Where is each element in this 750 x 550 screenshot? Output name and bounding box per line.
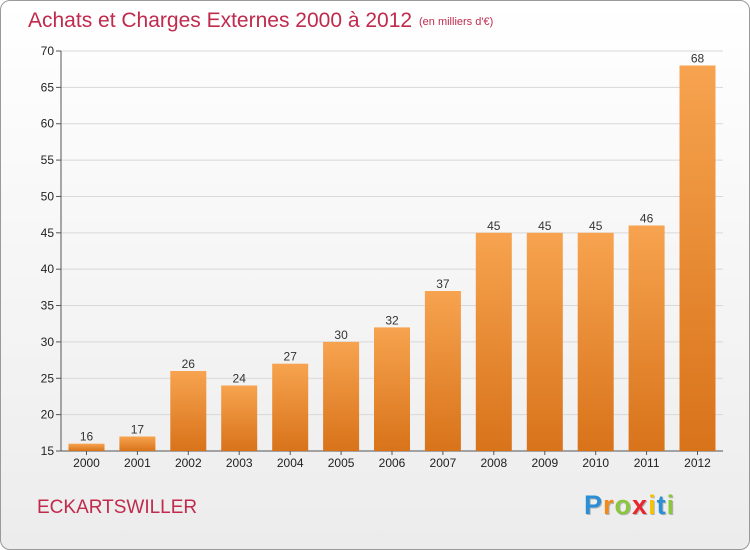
- x-tick-label-2000: 2000: [73, 456, 100, 470]
- logo-letter: x: [632, 490, 649, 520]
- y-tick-label: 15: [41, 444, 55, 458]
- x-tick-label-2003: 2003: [226, 456, 253, 470]
- y-tick-label: 30: [41, 335, 55, 349]
- y-tick-label: 50: [41, 189, 55, 203]
- x-tick-label-2010: 2010: [582, 456, 609, 470]
- bar-2001: [119, 436, 156, 451]
- logo-letter: P: [584, 490, 604, 520]
- logo-letter: i: [666, 490, 676, 520]
- y-tick-label: 35: [41, 299, 55, 313]
- bar-2002: [170, 371, 207, 451]
- y-tick-label: 60: [41, 117, 55, 131]
- data-label-2012: 68: [691, 52, 705, 66]
- y-tick-label: 65: [41, 80, 55, 94]
- bar-2006: [374, 327, 410, 451]
- x-tick-label-2005: 2005: [328, 456, 355, 470]
- x-tick-label-2009: 2009: [531, 456, 558, 470]
- logo-letter: t: [656, 490, 667, 520]
- y-tick-label: 25: [41, 371, 55, 385]
- x-tick-label-2012: 2012: [684, 456, 711, 470]
- data-label-2000: 16: [80, 430, 94, 444]
- commune-name: ECKARTSWILLER: [37, 497, 198, 518]
- bar-2012: [679, 65, 716, 451]
- chart-title: Achats et Charges Externes 2000 à 2012: [28, 9, 413, 32]
- y-tick-label: 55: [41, 153, 55, 167]
- data-label-2011: 46: [640, 212, 654, 226]
- y-tick-label: 45: [41, 226, 55, 240]
- data-label-2010: 45: [589, 219, 603, 233]
- bar-2007: [424, 291, 461, 451]
- logo-letter: o: [614, 490, 633, 520]
- y-tick-label: 20: [41, 408, 55, 422]
- bar-2010: [577, 232, 614, 451]
- x-tick-label-2002: 2002: [175, 456, 202, 470]
- data-label-2001: 17: [131, 423, 145, 437]
- data-label-2003: 24: [233, 372, 247, 386]
- bars: [68, 65, 716, 451]
- bar-2003: [221, 385, 258, 451]
- bar-2011: [628, 225, 665, 451]
- x-tick-label-2007: 2007: [430, 456, 457, 470]
- x-tick-label-2008: 2008: [480, 456, 507, 470]
- logo-letter: i: [648, 490, 657, 520]
- logo-letter: r: [603, 490, 615, 520]
- data-label-2006: 32: [385, 313, 399, 327]
- bar-2009: [526, 232, 563, 451]
- chart-subtitle: (en milliers d'€): [419, 16, 494, 28]
- bar-2004: [272, 363, 309, 451]
- data-label-2008: 45: [487, 219, 501, 233]
- bar-2000: [68, 443, 105, 451]
- y-tick-label: 70: [41, 44, 55, 58]
- x-tick-label-2006: 2006: [379, 456, 406, 470]
- data-label-2004: 27: [284, 350, 298, 364]
- bar-2008: [475, 232, 512, 451]
- x-tick-label-2001: 2001: [124, 456, 151, 470]
- data-label-2009: 45: [538, 219, 552, 233]
- proxiti-logo[interactable]: Proxiti: [584, 490, 675, 521]
- data-label-2002: 26: [182, 357, 196, 371]
- data-label-2005: 30: [334, 328, 348, 342]
- x-tick-label-2004: 2004: [277, 456, 304, 470]
- y-tick-label: 40: [41, 262, 55, 276]
- data-labels: 16 17 26 24 27 30 32 37 45 45 45 46 68: [80, 52, 705, 444]
- data-label-2007: 37: [436, 277, 450, 291]
- bar-2005: [323, 341, 360, 451]
- x-tick-label-2011: 2011: [634, 456, 660, 470]
